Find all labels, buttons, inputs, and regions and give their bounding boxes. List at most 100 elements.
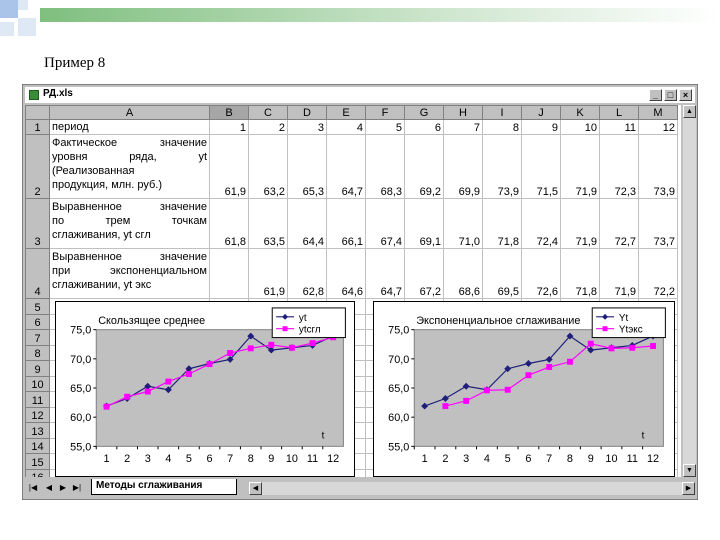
cell-value[interactable]: 64,7 — [326, 134, 366, 199]
row-header[interactable]: 16 — [25, 468, 50, 477]
cell-value[interactable]: 72,2 — [638, 248, 678, 299]
cell-value[interactable]: 4 — [326, 119, 366, 135]
row-header[interactable]: 1 — [25, 119, 50, 135]
vertical-scrollbar[interactable]: ▲ ▼ — [683, 105, 696, 477]
cell-value[interactable]: 8 — [482, 119, 522, 135]
column-header-c[interactable]: C — [248, 105, 288, 120]
row-header[interactable]: 7 — [25, 329, 50, 346]
cell-value[interactable]: 71,9 — [599, 248, 639, 299]
window-titlebar: РД.xls _ □ × — [25, 87, 695, 103]
cell-value[interactable]: 71,8 — [560, 248, 600, 299]
row-header[interactable]: 6 — [25, 313, 50, 330]
row-header[interactable]: 11 — [25, 391, 50, 408]
column-header-j[interactable]: J — [521, 105, 561, 120]
last-sheet-arrow[interactable]: ▶| — [72, 483, 82, 492]
column-header-d[interactable]: D — [287, 105, 327, 120]
horizontal-scrollbar[interactable]: ◀ ▶ — [249, 482, 695, 495]
cell-value[interactable]: 9 — [521, 119, 561, 135]
close-button[interactable]: × — [679, 89, 692, 101]
row-header[interactable]: 15 — [25, 453, 50, 470]
column-header-a[interactable]: A — [49, 105, 210, 120]
column-header-f[interactable]: F — [365, 105, 405, 120]
row-header[interactable]: 8 — [25, 344, 50, 361]
cell-value[interactable]: 2 — [248, 119, 288, 135]
minimize-button[interactable]: _ — [649, 89, 662, 101]
chart-exponential-smoothing[interactable]: Экспоненциальное сглаживание 55,0 60,0 65,0… — [373, 301, 675, 477]
cell-value[interactable]: 7 — [443, 119, 483, 135]
sheet-tab[interactable]: Методы сглаживания — [91, 479, 237, 495]
scroll-up-arrow[interactable]: ▲ — [683, 105, 696, 118]
column-header-h[interactable]: H — [443, 105, 483, 120]
scroll-down-arrow[interactable]: ▼ — [683, 464, 696, 477]
scroll-right-arrow[interactable]: ▶ — [682, 482, 695, 495]
select-all-corner[interactable] — [25, 105, 50, 120]
row-header[interactable]: 14 — [25, 437, 50, 454]
row-header[interactable]: 12 — [25, 406, 50, 423]
cell-value[interactable]: 71,9 — [560, 198, 600, 249]
cell-value[interactable]: 71,8 — [482, 198, 522, 249]
cell-value[interactable]: 69,2 — [404, 134, 444, 199]
cell-value[interactable]: 67,2 — [404, 248, 444, 299]
maximize-button[interactable]: □ — [664, 89, 677, 101]
row-header[interactable]: 9 — [25, 360, 50, 377]
cell-value[interactable] — [209, 248, 249, 299]
row-header[interactable]: 10 — [25, 375, 50, 392]
cell-value[interactable]: 64,6 — [326, 248, 366, 299]
cell-value[interactable]: 5 — [365, 119, 405, 135]
cell-value[interactable]: 12 — [638, 119, 678, 135]
row-header[interactable]: 3 — [25, 198, 50, 249]
cell-value[interactable]: 63,5 — [248, 198, 288, 249]
cell-label[interactable]: период — [49, 119, 210, 135]
cell-value[interactable]: 6 — [404, 119, 444, 135]
cell-value[interactable]: 61,9 — [209, 134, 249, 199]
next-sheet-arrow[interactable]: ▶ — [59, 483, 67, 492]
cell-value[interactable]: 63,2 — [248, 134, 288, 199]
column-header-b[interactable]: B — [209, 105, 249, 120]
row-header[interactable]: 4 — [25, 248, 50, 299]
column-header-g[interactable]: G — [404, 105, 444, 120]
cell-value[interactable]: 72,3 — [599, 134, 639, 199]
cell-value[interactable]: 68,6 — [443, 248, 483, 299]
cell-label[interactable]: Фактическое значение уровня ряда, yt (Реал… — [49, 134, 210, 199]
cell-value[interactable]: 69,5 — [482, 248, 522, 299]
cell-value[interactable]: 65,3 — [287, 134, 327, 199]
cell-value[interactable]: 71,0 — [443, 198, 483, 249]
cell-value[interactable]: 62,8 — [287, 248, 327, 299]
cell-value[interactable]: 72,4 — [521, 198, 561, 249]
column-header-k[interactable]: K — [560, 105, 600, 120]
cell-value[interactable]: 10 — [560, 119, 600, 135]
cell-value[interactable]: 73,9 — [638, 134, 678, 199]
cell-value[interactable]: 1 — [209, 119, 249, 135]
column-header-l[interactable]: L — [599, 105, 639, 120]
cell-value[interactable]: 3 — [287, 119, 327, 135]
column-header-e[interactable]: E — [326, 105, 366, 120]
cell-value[interactable]: 64,7 — [365, 248, 405, 299]
cell-value[interactable]: 72,6 — [521, 248, 561, 299]
cell-value[interactable]: 67,4 — [365, 198, 405, 249]
spreadsheet-area[interactable]: A B C D E F G H I J K L M 1 период 1 2 3 4 5 6 7 8 9 10 11 12 2 Факт… — [25, 105, 681, 477]
scroll-left-arrow[interactable]: ◀ — [249, 482, 262, 495]
cell-value[interactable]: 71,9 — [560, 134, 600, 199]
cell-value[interactable]: 72,7 — [599, 198, 639, 249]
cell-value[interactable]: 66,1 — [326, 198, 366, 249]
prev-sheet-arrow[interactable]: ◀ — [45, 483, 53, 492]
cell-value[interactable]: 73,7 — [638, 198, 678, 249]
cell-value[interactable]: 69,1 — [404, 198, 444, 249]
cell-value[interactable]: 71,5 — [521, 134, 561, 199]
cell-label[interactable]: Выравненное значение при экспоненциальном… — [49, 248, 210, 299]
column-header-i[interactable]: I — [482, 105, 522, 120]
row-header[interactable]: 13 — [25, 422, 50, 439]
cell-label[interactable]: Выравненное значение по трем точкам сглажи… — [49, 198, 210, 249]
first-sheet-arrow[interactable]: |◀ — [28, 483, 38, 492]
cell-value[interactable]: 61,8 — [209, 198, 249, 249]
row-header[interactable]: 5 — [25, 298, 50, 315]
cell-value[interactable]: 64,4 — [287, 198, 327, 249]
cell-value[interactable]: 68,3 — [365, 134, 405, 199]
column-header-m[interactable]: M — [638, 105, 678, 120]
cell-value[interactable]: 61,9 — [248, 248, 288, 299]
cell-value[interactable]: 11 — [599, 119, 639, 135]
cell-value[interactable]: 69,9 — [443, 134, 483, 199]
cell-value[interactable]: 73,9 — [482, 134, 522, 199]
row-header[interactable]: 2 — [25, 134, 50, 199]
